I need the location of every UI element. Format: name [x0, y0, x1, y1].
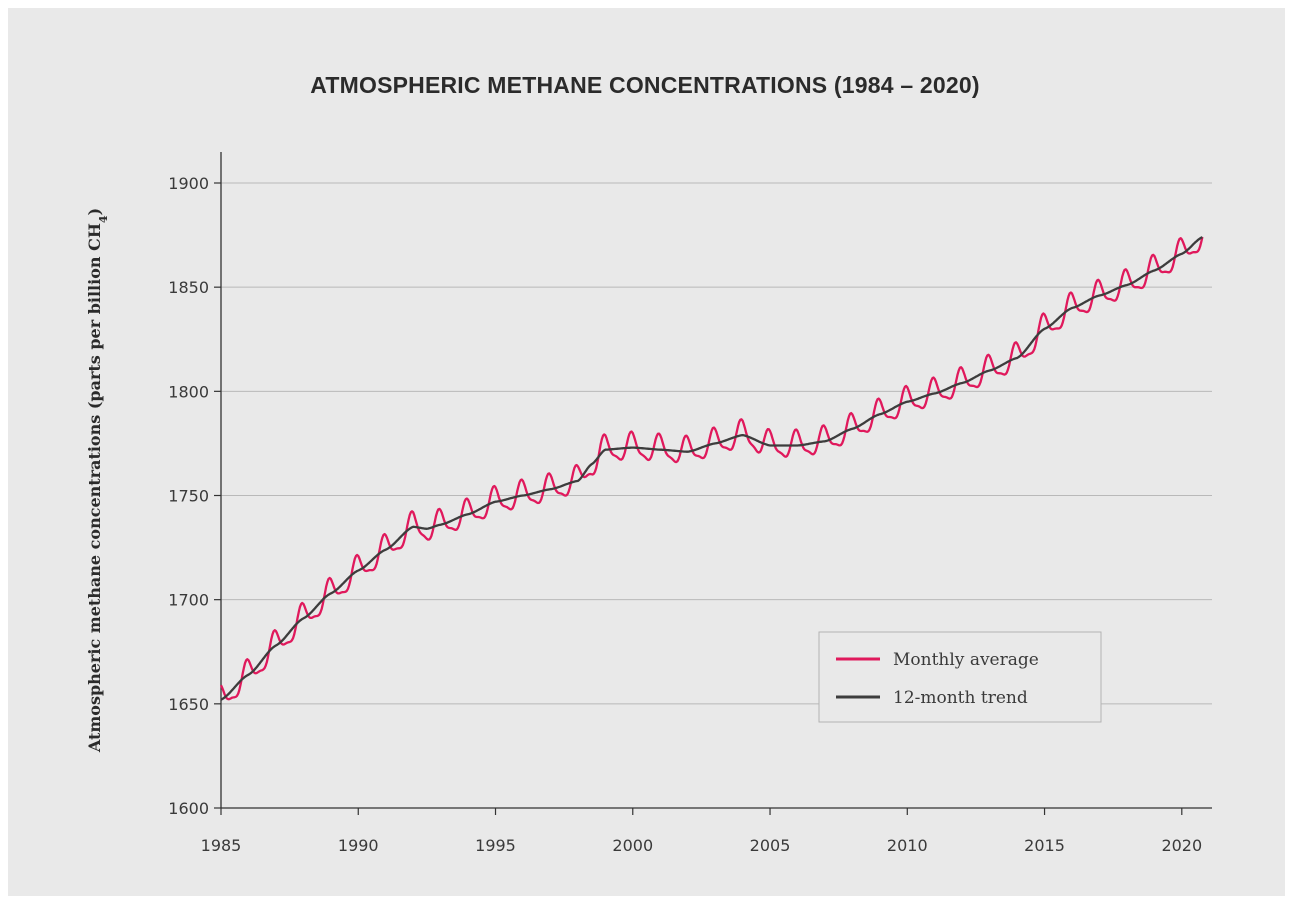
x-tick-label-1990: 1990: [338, 836, 379, 855]
series-12-month-trend-line: [220, 236, 1203, 701]
legend-box: [818, 631, 1102, 723]
x-tick-label-1985: 1985: [201, 836, 242, 855]
legend-label-monthly-average: Monthly average: [893, 650, 1039, 670]
y-tick-label-1900: 1900: [168, 174, 209, 193]
x-tick-label-1995: 1995: [475, 836, 516, 855]
x-tick-label-2015: 2015: [1024, 836, 1065, 855]
chart-title: ATMOSPHERIC METHANE CONCENTRATIONS (1984…: [310, 72, 980, 98]
y-tick-label-1650: 1650: [168, 695, 209, 714]
x-tick-label-2000: 2000: [612, 836, 653, 855]
y-tick-label-1750: 1750: [168, 487, 209, 506]
y-axis-label: Atmospheric methane concentrations (part…: [85, 208, 110, 753]
y-tick-label-1850: 1850: [168, 278, 209, 297]
x-tick-label-2010: 2010: [887, 836, 928, 855]
y-tick-label-1700: 1700: [168, 591, 209, 610]
legend-label-12-month-trend: 12-month trend: [893, 688, 1028, 708]
y-tick-label-1600: 1600: [168, 799, 209, 818]
series-monthly-average-line: [219, 236, 1204, 701]
x-tick-label-2005: 2005: [750, 836, 791, 855]
x-tick-label-2020: 2020: [1161, 836, 1202, 855]
y-tick-label-1800: 1800: [168, 382, 209, 401]
